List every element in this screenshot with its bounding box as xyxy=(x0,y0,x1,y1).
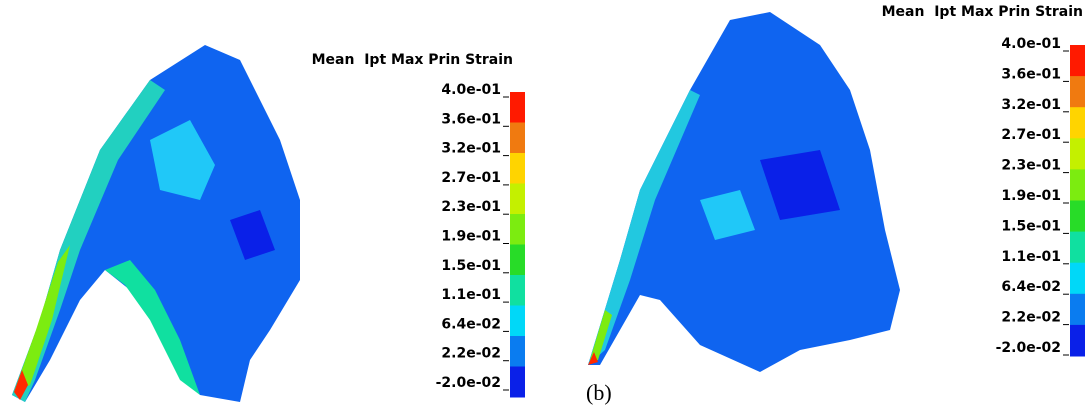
colorbar-label: 1.1e-01 xyxy=(441,287,501,303)
colorbar-label: 1.9e-01 xyxy=(1001,188,1061,204)
legend-title: Mean Ipt Max Prin Strain xyxy=(882,4,1083,20)
colorbar-band xyxy=(510,183,525,215)
colorbar-label: 2.7e-01 xyxy=(1001,127,1061,143)
colorbar-label: 2.2e-02 xyxy=(1001,310,1061,326)
colorbar-label: 1.5e-01 xyxy=(1001,218,1061,234)
colorbar-label: 4.0e-01 xyxy=(1001,36,1061,52)
left-model xyxy=(12,45,300,402)
colorbar-label: 2.3e-01 xyxy=(441,199,501,215)
colorbar-band xyxy=(510,275,525,306)
colorbar-band xyxy=(1070,324,1085,357)
colorbar-label: 6.4e-02 xyxy=(441,316,501,332)
colorbar-label: 3.2e-01 xyxy=(441,141,501,157)
colorbar-band xyxy=(1070,45,1085,77)
colorbar-band xyxy=(510,122,525,154)
colorbar-band xyxy=(1070,293,1085,326)
colorbar-label: 2.3e-01 xyxy=(1001,158,1061,174)
colorbar-label: -2.0e-02 xyxy=(436,375,501,391)
colorbar-label: 1.1e-01 xyxy=(1001,249,1061,265)
colorbar-band xyxy=(1070,107,1085,139)
colorbar-band xyxy=(510,153,525,184)
colorbar-label: 1.5e-01 xyxy=(441,258,501,274)
colorbar-label: 3.2e-01 xyxy=(1001,97,1061,113)
colorbar-label: 2.7e-01 xyxy=(441,170,501,186)
colorbar-label: 6.4e-02 xyxy=(1001,279,1061,295)
colorbar-band xyxy=(510,305,525,337)
colorbar-label: 4.0e-01 xyxy=(441,82,501,98)
colorbar-band xyxy=(1070,262,1085,295)
colorbar-band xyxy=(510,244,525,276)
colorbar-band xyxy=(1070,76,1085,108)
legend-title: Mean Ipt Max Prin Strain xyxy=(312,52,513,68)
right-model xyxy=(588,12,900,372)
colorbar-band xyxy=(1070,231,1085,264)
colorbar-band xyxy=(1070,200,1085,233)
colorbar-band xyxy=(1070,169,1085,201)
colorbar-label: -2.0e-02 xyxy=(996,340,1061,356)
colorbar-label: 1.9e-01 xyxy=(441,229,501,245)
colorbar-label: 3.6e-01 xyxy=(441,111,501,127)
colorbar-band xyxy=(510,214,525,245)
colorbar-band xyxy=(510,92,525,123)
colorbar-label: 3.6e-01 xyxy=(1001,66,1061,82)
colorbar-label: 2.2e-02 xyxy=(441,346,501,362)
caption: (b) xyxy=(586,380,612,405)
colorbar-band xyxy=(1070,138,1085,170)
colorbar-band xyxy=(510,336,525,367)
colorbar-band xyxy=(510,366,525,398)
